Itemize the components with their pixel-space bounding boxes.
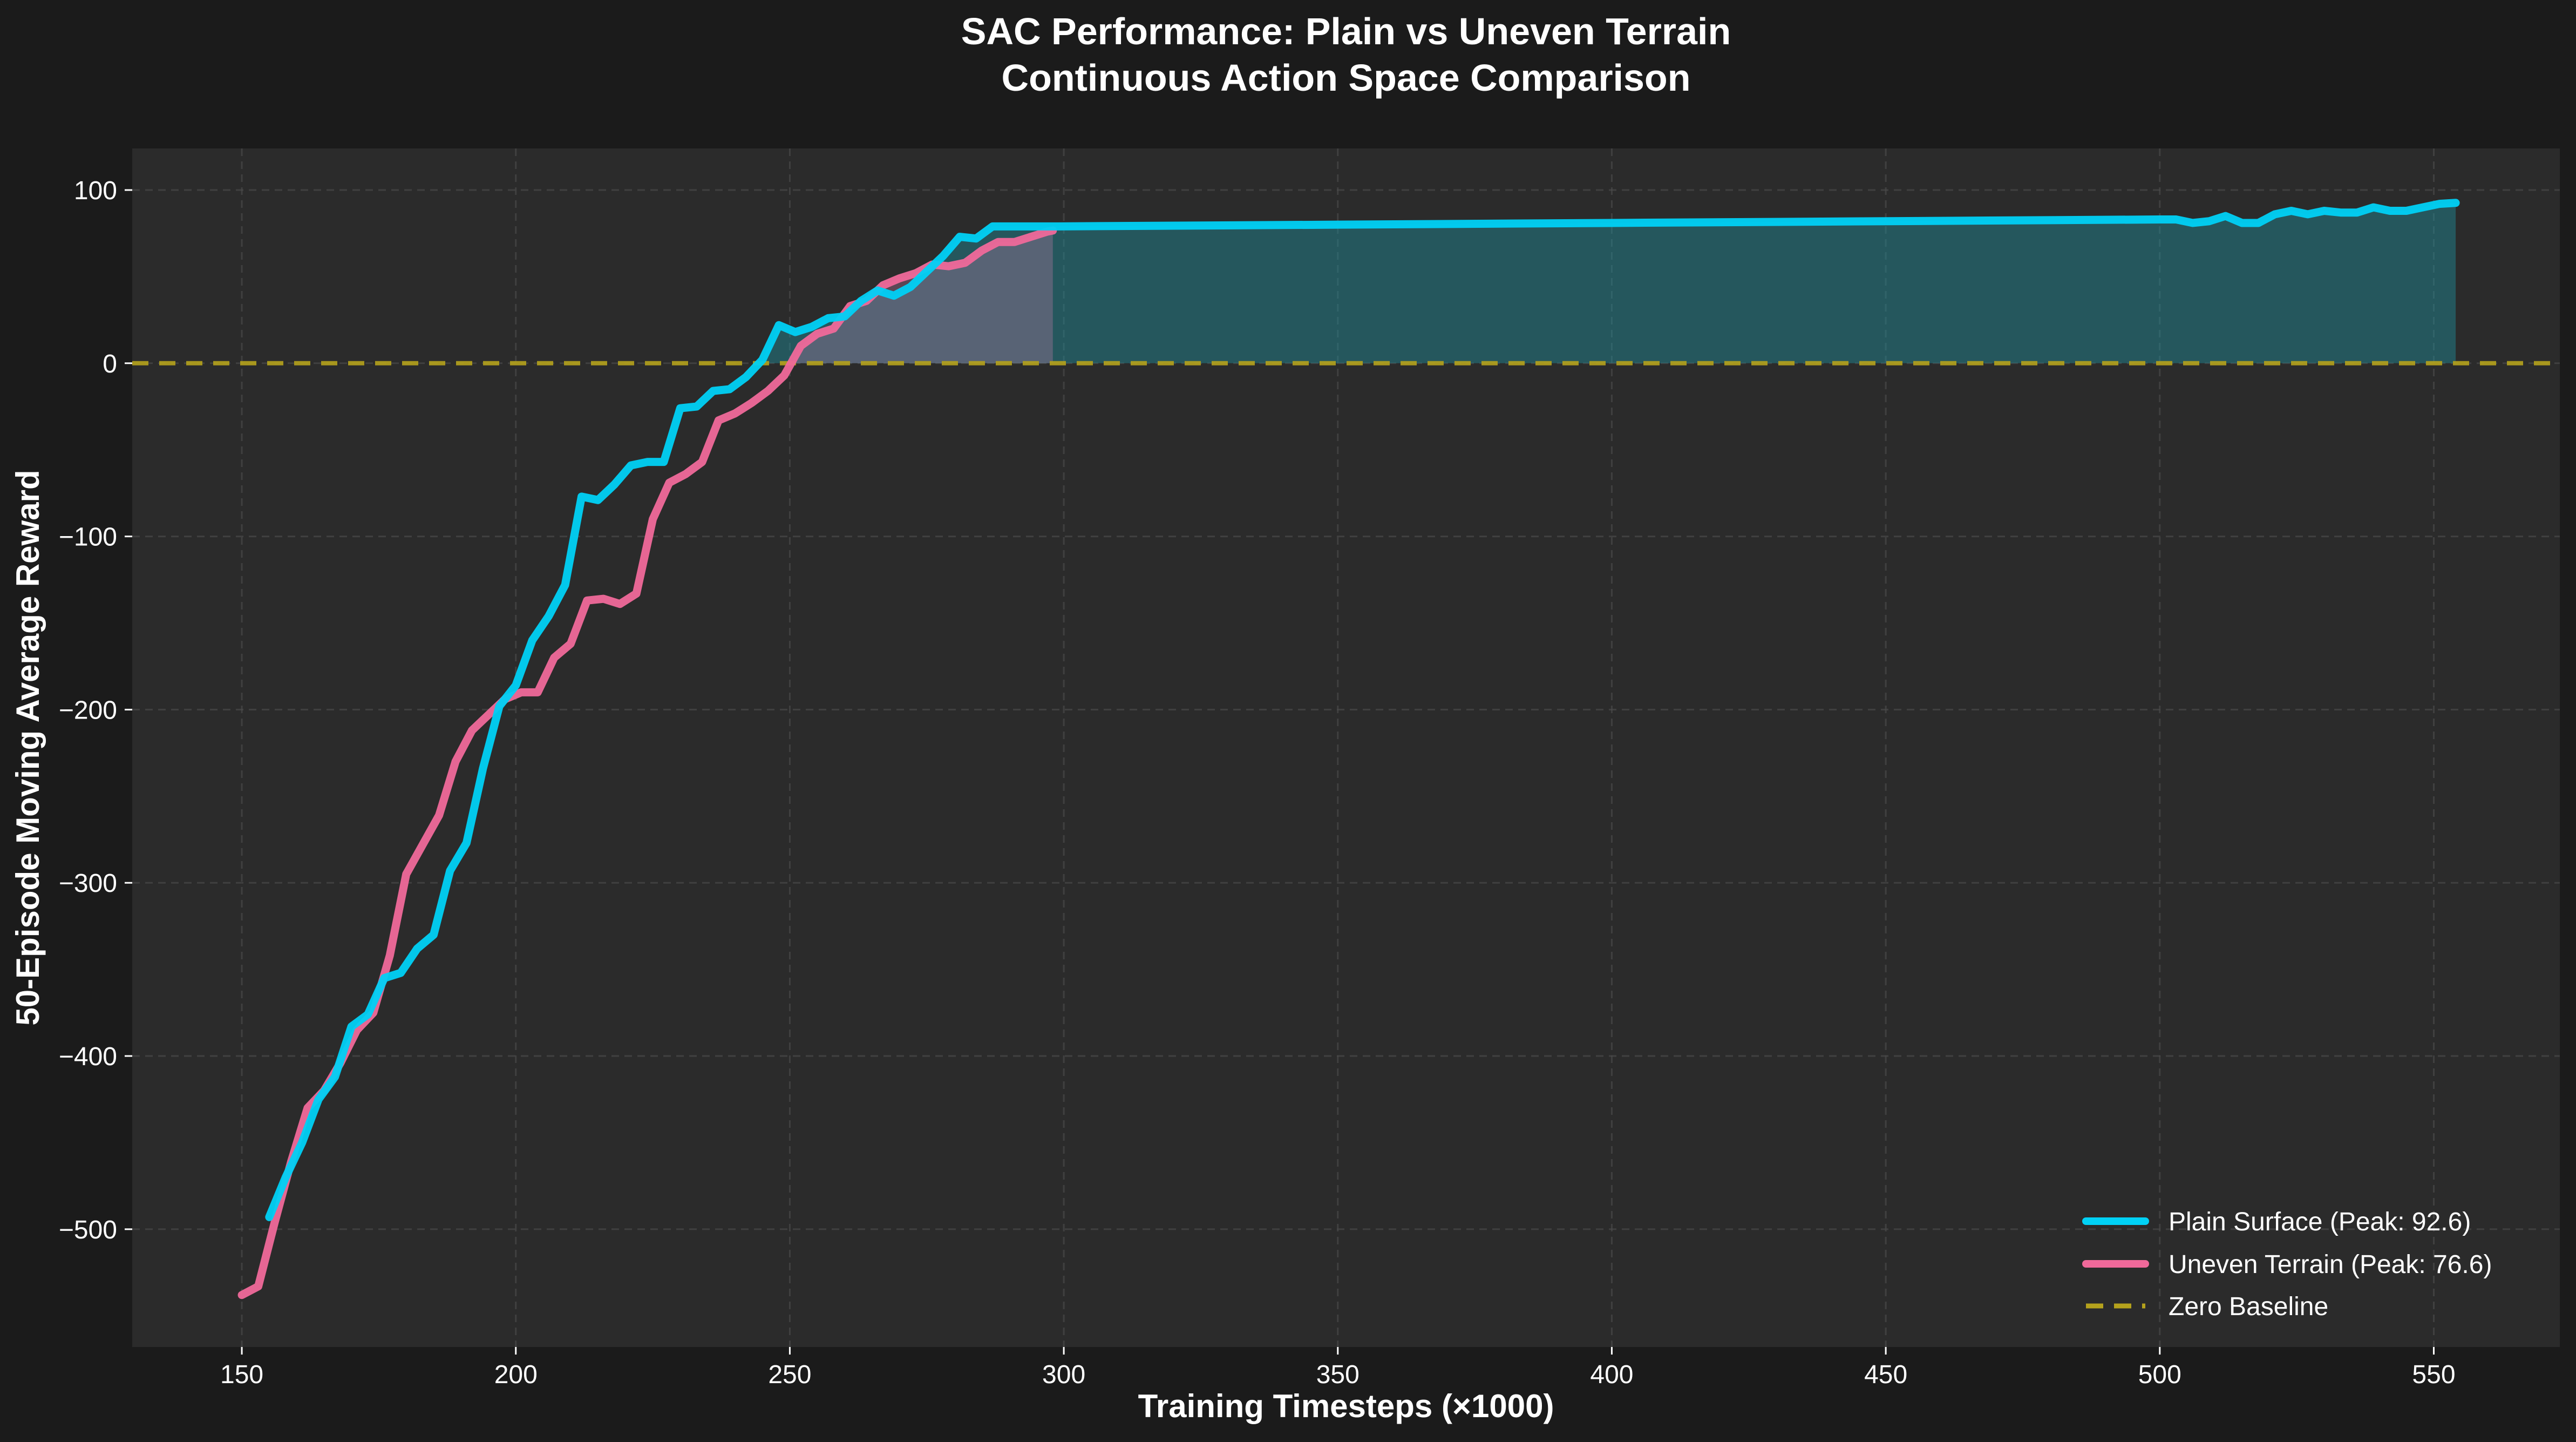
legend: Plain Surface (Peak: 92.6) Uneven Terrai… [2082, 1208, 2492, 1321]
y-tick-label: 0 [103, 350, 117, 378]
x-tick-label: 300 [1042, 1360, 1085, 1389]
y-tick-label: −400 [59, 1042, 117, 1071]
y-tick-label: −100 [59, 523, 117, 552]
x-tick-label: 350 [1316, 1360, 1360, 1389]
x-tick-label: 200 [494, 1360, 538, 1389]
x-tick-label: 400 [1590, 1360, 1633, 1389]
grid [132, 148, 2560, 1347]
y-tick-label: −500 [59, 1216, 117, 1244]
y-axis: −500 −400 −300 −200 −100 0 100 [59, 177, 132, 1244]
y-tick-label: −200 [59, 696, 117, 725]
plot-area [132, 148, 2560, 1347]
x-tick-label: 250 [768, 1360, 811, 1389]
x-tick-label: 500 [2138, 1360, 2181, 1389]
y-axis-label: 50-Episode Moving Average Reward [10, 470, 46, 1025]
y-tick-label: 100 [74, 177, 117, 205]
x-axis-label: Training Timesteps (×1000) [1138, 1388, 1554, 1424]
fill-areas [759, 202, 2456, 363]
x-tick-label: 150 [220, 1360, 263, 1389]
uneven-terrain-fill [791, 231, 1053, 363]
x-axis: 150 200 250 300 350 400 450 500 550 [220, 1347, 2456, 1389]
x-tick-label: 450 [1864, 1360, 1907, 1389]
legend-label-plain-surface: Plain Surface (Peak: 92.6) [2169, 1208, 2471, 1236]
series-lines [237, 199, 2460, 1299]
legend-label-zero-baseline: Zero Baseline [2169, 1292, 2328, 1321]
y-tick-label: −300 [59, 869, 117, 898]
plain-surface-fill [759, 202, 2456, 363]
legend-label-uneven-terrain: Uneven Terrain (Peak: 76.6) [2169, 1250, 2492, 1279]
chart-subtitle: Continuous Action Space Comparison [1002, 57, 1691, 99]
x-tick-label: 550 [2412, 1360, 2455, 1389]
plain-surface-line [265, 199, 2460, 1221]
chart-title: SAC Performance: Plain vs Uneven Terrain [961, 10, 1731, 52]
